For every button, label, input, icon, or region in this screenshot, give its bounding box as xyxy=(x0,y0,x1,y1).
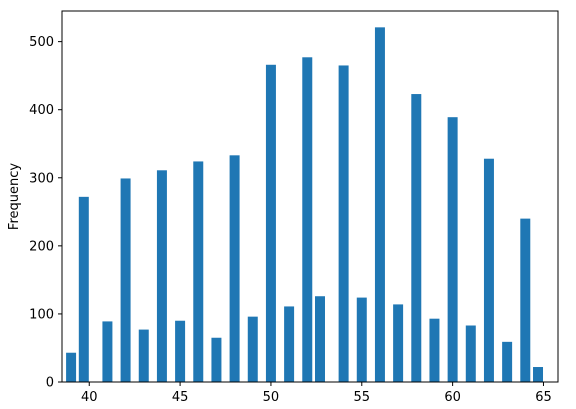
histogram-bar xyxy=(302,57,313,382)
histogram-bar xyxy=(156,170,167,382)
histogram-bar xyxy=(78,196,89,382)
histogram-bar xyxy=(284,306,295,382)
x-tick-label: 65 xyxy=(535,390,552,405)
histogram-bar xyxy=(66,352,77,382)
histogram-bar xyxy=(211,337,222,382)
histogram-bar xyxy=(411,94,422,383)
histogram-bar xyxy=(338,65,349,383)
x-tick-label: 50 xyxy=(263,390,280,405)
y-tick-label: 400 xyxy=(29,103,54,118)
histogram-bar xyxy=(393,304,404,382)
histogram-bar xyxy=(483,158,494,382)
bars-layer xyxy=(66,27,544,383)
histogram-bar xyxy=(356,297,367,382)
x-tick-label: 45 xyxy=(172,390,189,405)
histogram-bar xyxy=(315,296,325,382)
y-tick-label: 100 xyxy=(29,307,54,322)
histogram-bar xyxy=(138,329,149,382)
histogram-bar xyxy=(175,320,186,382)
y-tick-label: 300 xyxy=(29,171,54,186)
histogram-bar xyxy=(265,64,276,382)
x-tick-label: 60 xyxy=(444,390,461,405)
histogram-bar xyxy=(120,178,131,382)
y-tick-label: 500 xyxy=(29,35,54,50)
axes-layer: 40 45 50 55 60 65 0 100 200 300 400 500 xyxy=(29,10,559,405)
histogram-bar xyxy=(193,161,204,382)
histogram-bar xyxy=(520,218,531,382)
y-tick-label: 0 xyxy=(46,376,54,391)
plot-frame xyxy=(61,10,559,383)
histogram-bar xyxy=(447,117,458,382)
histogram-bar xyxy=(102,321,113,382)
histogram-bar xyxy=(374,27,385,383)
histogram-bar xyxy=(465,325,476,382)
x-tick-label: 55 xyxy=(354,390,371,405)
histogram-bar xyxy=(247,316,258,382)
histogram-bar xyxy=(533,367,544,382)
y-axis-label: Frequency xyxy=(7,163,22,230)
y-tick-label: 200 xyxy=(29,239,54,254)
histogram-bar xyxy=(429,318,440,382)
histogram-bar xyxy=(229,155,240,382)
histogram-bar xyxy=(502,341,513,382)
x-tick-label: 40 xyxy=(81,390,98,405)
